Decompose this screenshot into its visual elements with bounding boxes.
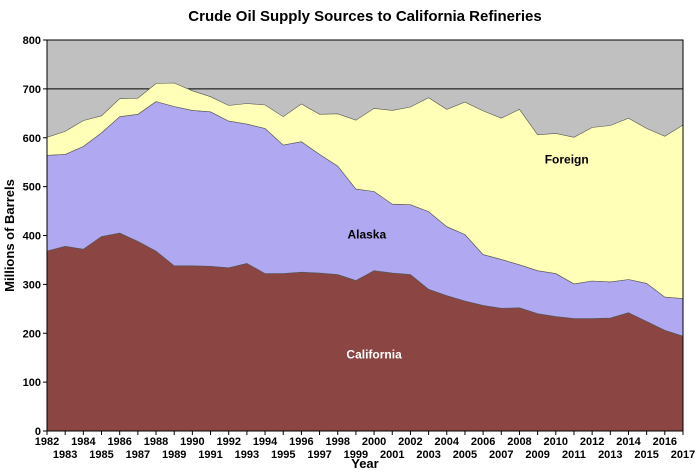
x-tick-label: 1988 xyxy=(144,436,168,448)
y-tick-label: 400 xyxy=(23,231,41,243)
x-tick-label: 1985 xyxy=(89,449,113,461)
x-tick-label: 2009 xyxy=(525,449,549,461)
x-tick-label: 1995 xyxy=(271,449,295,461)
x-tick-label: 2001 xyxy=(380,449,404,461)
x-tick-label: 1990 xyxy=(180,436,204,448)
x-tick-label: 1989 xyxy=(162,449,186,461)
x-tick-label: 1993 xyxy=(235,449,259,461)
x-tick-label: 2005 xyxy=(453,449,477,461)
area-label-california: California xyxy=(346,347,402,361)
x-tick-label: 1986 xyxy=(107,436,131,448)
y-tick-label: 800 xyxy=(23,35,41,47)
y-tick-label: 200 xyxy=(23,328,41,340)
x-tick-label: 1992 xyxy=(216,436,240,448)
stacked-areas xyxy=(46,82,684,432)
x-tick-label: 1997 xyxy=(307,449,331,461)
x-tick-label: 2007 xyxy=(489,449,513,461)
x-tick-label: 1982 xyxy=(35,436,59,448)
x-tick-label: 1991 xyxy=(198,449,222,461)
x-tick-label: 2004 xyxy=(435,436,460,448)
area-labels: California Alaska Foreign xyxy=(346,153,588,362)
x-tick-label: 1996 xyxy=(289,436,313,448)
y-tick-label: 500 xyxy=(23,182,41,194)
x-tick-label: 1998 xyxy=(326,436,350,448)
x-tick-label: 1987 xyxy=(126,449,150,461)
x-tick-label: 2012 xyxy=(580,436,604,448)
y-tick-label: 300 xyxy=(23,279,41,291)
x-tick-label: 2016 xyxy=(653,436,677,448)
plot-area: California Alaska Foreign xyxy=(46,39,684,432)
y-tick-label: 0 xyxy=(35,426,41,438)
x-tick-label: 2011 xyxy=(562,449,586,461)
x-tick-label: 1994 xyxy=(253,436,278,448)
x-tick-label: 2008 xyxy=(507,436,531,448)
x-tick-label: 2006 xyxy=(471,436,495,448)
x-tick-label: 2013 xyxy=(598,449,622,461)
x-axis-title: Year xyxy=(351,456,378,471)
x-tick-label: 1984 xyxy=(71,436,96,448)
area-label-alaska: Alaska xyxy=(347,228,386,242)
x-tick-label: 1999 xyxy=(344,449,368,461)
x-tick-label: 2017 xyxy=(671,449,695,461)
chart-title: Crude Oil Supply Sources to California R… xyxy=(188,8,541,25)
y-axis: 0 100 200 300 400 500 600 700 800 xyxy=(23,35,48,438)
x-tick-label: 1983 xyxy=(53,449,77,461)
x-tick-label: 2015 xyxy=(634,449,658,461)
x-tick-label: 2002 xyxy=(398,436,422,448)
y-tick-label: 600 xyxy=(23,133,41,145)
area-label-foreign: Foreign xyxy=(545,153,589,167)
x-tick-label: 2000 xyxy=(362,436,386,448)
y-tick-label: 100 xyxy=(23,377,41,389)
y-tick-label: 700 xyxy=(23,84,41,96)
x-axis: 1982198319841985198619871988198919901991… xyxy=(35,430,695,461)
y-axis-title: Millions of Barrels xyxy=(2,179,17,292)
x-tick-label: 2010 xyxy=(544,436,568,448)
x-tick-label: 2003 xyxy=(416,449,440,461)
x-tick-label: 2014 xyxy=(616,436,641,448)
